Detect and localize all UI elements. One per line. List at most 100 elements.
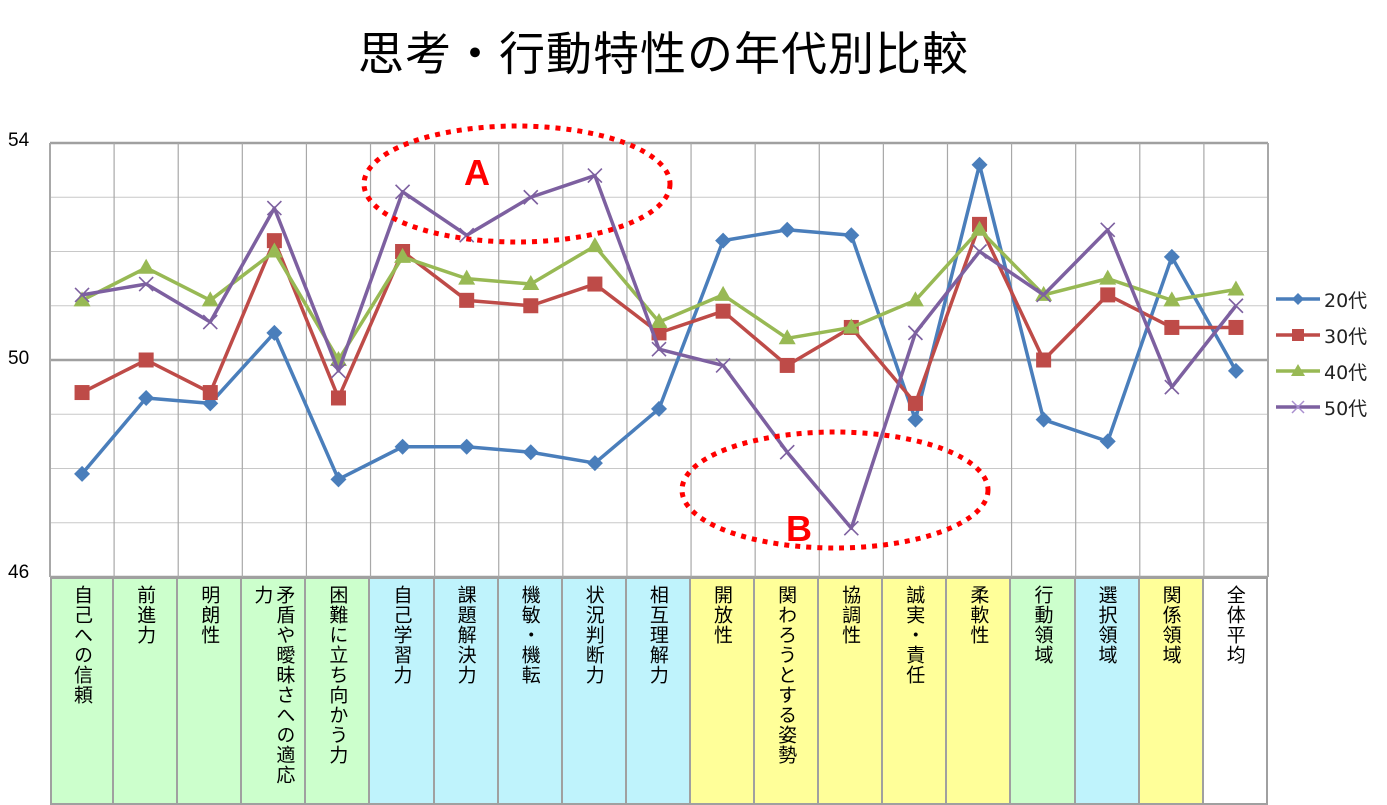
x-marker [330, 363, 347, 379]
x-marker [907, 325, 923, 341]
category-cell: 行動領域 [1011, 579, 1076, 803]
square-marker [523, 298, 539, 314]
category-cell: 自己学習力 [370, 579, 435, 803]
square-marker [74, 385, 90, 401]
category-label: 矛盾や曖昧さへの適応力 [251, 585, 296, 785]
category-cell: 機敏・機転 [498, 579, 563, 803]
triangle-marker [522, 275, 540, 291]
diamond-marker [458, 438, 475, 455]
diamond-marker [586, 455, 603, 472]
category-cell: 相互理解力 [626, 579, 691, 803]
diamond-marker [138, 389, 155, 406]
category-label: 全体平均 [1223, 585, 1246, 665]
category-label: 柔軟性 [967, 585, 990, 645]
square-marker [1164, 319, 1180, 335]
y-tick-54: 54 [8, 130, 30, 151]
x-marker [459, 227, 475, 243]
triangle-marker [714, 285, 732, 301]
y-tick-50: 50 [8, 348, 30, 369]
x-marker [587, 167, 603, 184]
category-label: 困難に立ち向かう力 [326, 585, 349, 765]
triangle-marker [650, 313, 668, 329]
category-label: 選択領域 [1095, 585, 1118, 665]
x-marker [266, 200, 282, 216]
triangle-marker [458, 269, 476, 285]
category-table: 自己への信頼 前進力 明朗性 矛盾や曖昧さへの適応力 困難に立ち向かう力 自己学習力 課題解… [50, 577, 1268, 805]
category-label: 自己への信頼 [71, 585, 94, 705]
x-marker [1036, 287, 1052, 303]
triangle-marker [394, 247, 412, 263]
category-label: 自己学習力 [390, 585, 413, 685]
legend-label: 30代 [1324, 325, 1368, 348]
diamond-marker [651, 400, 667, 417]
legend: 20代 30代 40代 50代 [1276, 281, 1367, 425]
x-marker [1164, 379, 1180, 395]
category-label: 開放性 [710, 585, 733, 645]
x-marker [843, 520, 859, 536]
category-cell: 誠実・責任 [883, 579, 948, 803]
x-marker [74, 287, 90, 303]
category-cell: 協調性 [819, 579, 884, 803]
square-marker [459, 292, 475, 308]
category-cell: 課題解決力 [434, 579, 499, 803]
square-legend-icon [1276, 329, 1320, 341]
x-marker [971, 243, 988, 260]
category-label: 前進力 [134, 585, 157, 645]
diamond-marker [1163, 248, 1180, 265]
x-marker [395, 184, 411, 200]
category-label: 誠実・責任 [903, 585, 926, 685]
diamond-marker [971, 156, 988, 173]
category-cell: 状況判断力 [562, 579, 627, 803]
x-marker [138, 276, 154, 292]
category-label: 機敏・機転 [518, 585, 541, 685]
triangle-marker [201, 291, 219, 307]
category-cell: 前進力 [114, 579, 179, 803]
x-marker [523, 189, 539, 205]
category-label: 課題解決力 [454, 585, 477, 685]
square-marker [779, 357, 795, 373]
triangle-marker [137, 258, 155, 274]
y-tick-46: 46 [8, 562, 30, 583]
square-marker [1036, 352, 1052, 368]
triangle-marker [73, 291, 91, 307]
annotation-a-ellipse [361, 123, 673, 245]
triangle-marker [971, 220, 989, 236]
category-label: 状況判断力 [582, 585, 605, 685]
square-marker [715, 303, 731, 319]
square-marker [1100, 287, 1116, 303]
category-cell: 困難に立ち向かう力 [306, 579, 371, 803]
category-cell: 開放性 [690, 579, 756, 803]
annotation-b-ellipse [679, 429, 991, 551]
square-marker [266, 233, 282, 249]
triangle-marker [906, 291, 924, 307]
category-cell: 関係領域 [1139, 579, 1204, 803]
diamond-marker [715, 232, 732, 249]
diamond-marker [330, 471, 347, 488]
x-legend-icon [1276, 400, 1320, 414]
diamond-marker [1227, 362, 1244, 379]
square-marker [1228, 319, 1244, 335]
legend-item: 50代 [1276, 389, 1367, 425]
triangle-legend-icon [1276, 364, 1320, 376]
x-marker [202, 314, 218, 330]
diamond-marker [779, 221, 796, 238]
diamond-marker [74, 465, 91, 482]
diamond-marker [394, 438, 411, 455]
legend-label: 50代 [1324, 397, 1368, 420]
annotation-b-label: B [786, 508, 812, 549]
category-label: 協調性 [839, 585, 862, 645]
diamond-marker [266, 324, 283, 341]
category-cell: 自己への信頼 [50, 579, 115, 803]
category-label: 関係領域 [1159, 585, 1182, 665]
legend-item: 30代 [1276, 317, 1367, 353]
diamond-legend-icon [1276, 293, 1320, 305]
x-marker [651, 341, 667, 357]
triangle-marker [1099, 269, 1117, 285]
triangle-marker [586, 237, 604, 253]
diamond-marker [843, 227, 860, 244]
triangle-marker [842, 318, 860, 334]
x-marker [715, 357, 731, 373]
annotation-a-label: A [464, 152, 490, 193]
category-label: 関わろうとする姿勢 [775, 585, 798, 765]
